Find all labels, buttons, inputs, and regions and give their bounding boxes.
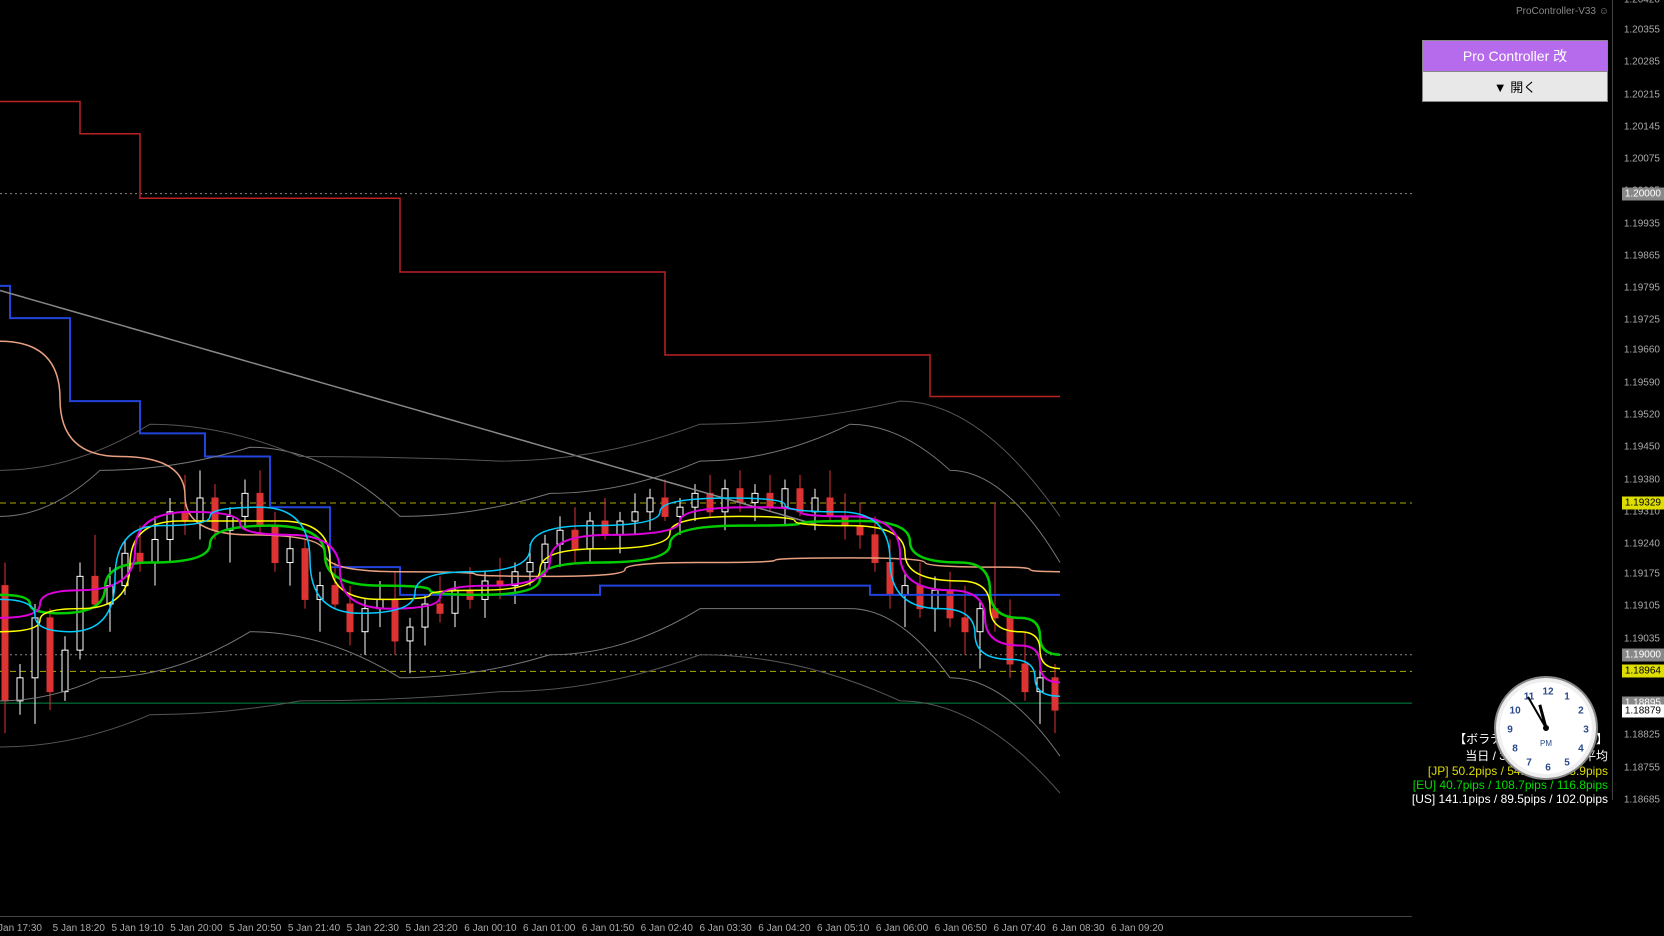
x-tick: 6 Jan 08:30 [1052,923,1104,934]
x-tick: 6 Jan 02:40 [641,923,693,934]
chart-area[interactable] [0,0,1412,800]
x-tick: 5 Jan 22:30 [347,923,399,934]
x-tick: 5 Jan 23:20 [405,923,457,934]
y-tick: 1.19105 [1624,601,1660,612]
y-tick: 1.19590 [1624,377,1660,388]
y-tick: 1.18825 [1624,730,1660,741]
x-tick: 5 Jan 19:10 [111,923,163,934]
y-tick: 1.18685 [1624,795,1660,806]
y-tick: 1.19795 [1624,283,1660,294]
price-tag: 1.19329 [1622,497,1664,510]
price-tag: 1.18879 [1622,704,1664,717]
x-tick: 6 Jan 03:30 [699,923,751,934]
chart-svg [0,0,1412,800]
y-tick: 1.19175 [1624,569,1660,580]
y-tick: 1.19450 [1624,442,1660,453]
x-tick: 6 Jan 06:00 [876,923,928,934]
y-tick: 1.20355 [1624,24,1660,35]
indicator-name: ProController-V33 ☺ [1516,6,1609,17]
y-tick: 1.19520 [1624,409,1660,420]
y-tick: 1.19035 [1624,633,1660,644]
pro-controller-panel: Pro Controller 改 ▼ 開く [1422,40,1608,102]
panel-toggle-button[interactable]: ▼ 開く [1423,72,1607,101]
vola-row: [EU] 40.7pips / 108.7pips / 116.8pips [1412,778,1608,792]
x-tick: 5 Jan 20:50 [229,923,281,934]
x-tick: 6 Jan 09:20 [1111,923,1163,934]
x-tick: 5 Jan 20:00 [170,923,222,934]
y-tick: 1.19935 [1624,218,1660,229]
price-axis: 1.20420 1.20355 1.20285 1.20215 1.20145 1.200… [1612,0,1664,800]
y-tick: 1.19660 [1624,345,1660,356]
x-tick: 6 Jan 06:50 [935,923,987,934]
y-tick: 1.19725 [1624,315,1660,326]
x-tick: 6 Jan 01:50 [582,923,634,934]
x-tick: 6 Jan 05:10 [817,923,869,934]
time-axis: Jan 17:30 5 Jan 18:20 5 Jan 19:10 5 Jan 20:… [0,916,1412,936]
x-tick: 6 Jan 04:20 [758,923,810,934]
x-tick: 6 Jan 01:00 [523,923,575,934]
analog-clock: 123456789101112PM [1494,676,1598,780]
price-tag: 1.18964 [1622,665,1664,678]
x-tick: 5 Jan 21:40 [288,923,340,934]
y-tick: 1.19865 [1624,250,1660,261]
y-tick: 1.18755 [1624,762,1660,773]
y-tick: 1.20075 [1624,154,1660,165]
y-tick: 1.20285 [1624,57,1660,68]
x-tick: 5 Jan 18:20 [53,923,105,934]
x-tick: 6 Jan 07:40 [993,923,1045,934]
price-tag: 1.19000 [1622,648,1664,661]
price-tag: 1.20000 [1622,187,1664,200]
x-tick: 6 Jan 00:10 [464,923,516,934]
panel-title: Pro Controller 改 [1423,41,1607,72]
y-tick: 1.19240 [1624,539,1660,550]
y-tick: 1.20145 [1624,121,1660,132]
y-tick: 1.20420 [1624,0,1660,6]
y-tick: 1.19380 [1624,474,1660,485]
y-tick: 1.20215 [1624,89,1660,100]
vola-row: [US] 141.1pips / 89.5pips / 102.0pips [1412,792,1608,806]
x-tick: Jan 17:30 [0,923,42,934]
